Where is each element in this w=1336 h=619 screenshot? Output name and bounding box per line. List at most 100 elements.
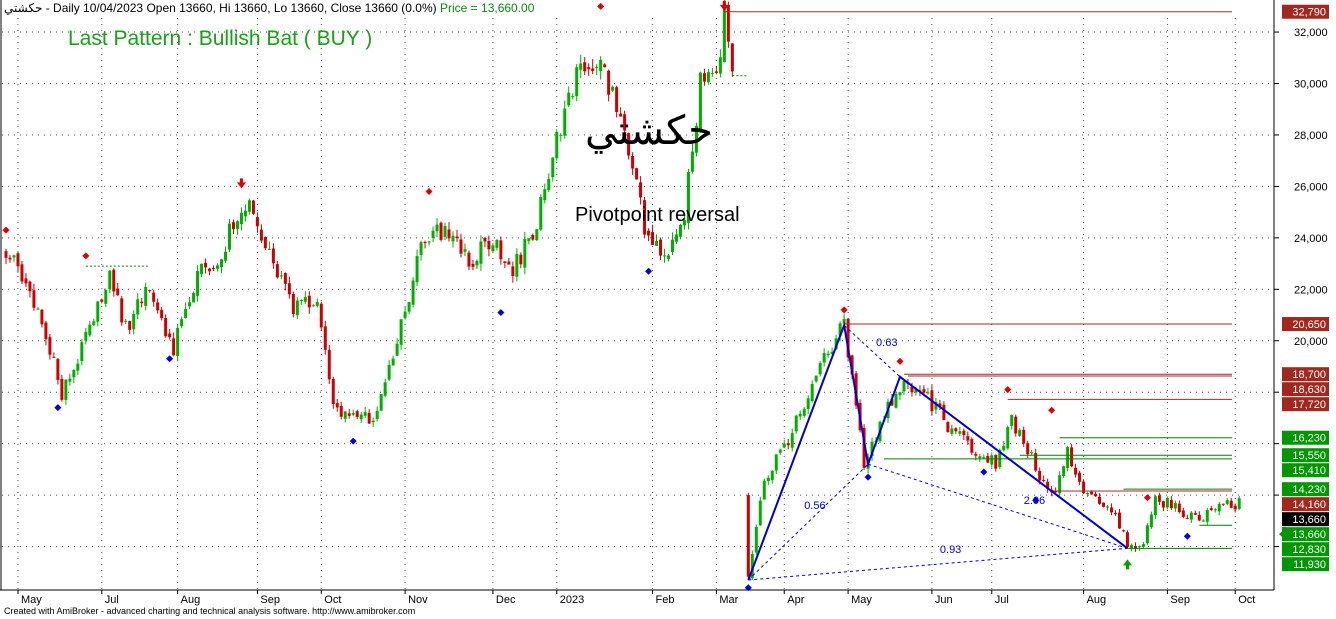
- candle-body: [954, 428, 958, 432]
- candle-body: [583, 62, 587, 72]
- price-label-tag: 13,660: [1282, 512, 1329, 527]
- candle-body: [287, 283, 291, 295]
- candle-body: [68, 378, 72, 382]
- candle-body: [379, 393, 383, 411]
- candle-body: [283, 273, 287, 284]
- candle-body: [1173, 503, 1177, 509]
- price-label-tag: 14,160: [1282, 497, 1329, 512]
- candle: [667, 253, 671, 262]
- candle: [1058, 471, 1062, 497]
- candle: [299, 299, 303, 305]
- candle: [686, 168, 690, 230]
- candle: [307, 291, 311, 314]
- candle-body: [1177, 503, 1181, 513]
- candle: [275, 261, 279, 279]
- x-tick-label: Dec: [496, 594, 516, 606]
- candle-body: [435, 224, 439, 232]
- candle-body: [810, 384, 814, 402]
- candle: [36, 306, 40, 310]
- candle: [778, 448, 782, 456]
- candle-body: [994, 454, 998, 469]
- candle: [68, 373, 72, 386]
- candle: [1165, 496, 1169, 510]
- candle-body: [1102, 502, 1106, 507]
- candle-body: [806, 398, 810, 409]
- candle-body: [355, 411, 359, 417]
- candle: [16, 251, 20, 273]
- price-label-tag: 18,700: [1282, 367, 1329, 382]
- price-label-text: 32,790: [1292, 7, 1326, 19]
- candle-body: [1161, 501, 1165, 508]
- candle-body: [587, 67, 591, 70]
- candle: [782, 439, 786, 449]
- pivot-low-marker: [645, 267, 653, 275]
- candle: [627, 132, 631, 160]
- price-label-text: 13,660: [1292, 514, 1326, 526]
- candle-body: [112, 269, 116, 292]
- candle-body: [247, 200, 251, 212]
- candle-body: [335, 403, 339, 408]
- candle-body: [212, 267, 216, 269]
- candle: [826, 350, 830, 359]
- candle-body: [108, 270, 112, 290]
- candle: [367, 409, 371, 424]
- candle: [1145, 523, 1149, 546]
- candle: [567, 86, 571, 108]
- candle: [463, 243, 467, 257]
- candle-body: [1133, 545, 1137, 549]
- candle-body: [60, 378, 64, 400]
- candle-body: [603, 64, 607, 68]
- candle-body: [311, 305, 315, 307]
- candle: [994, 454, 998, 472]
- candle-body: [635, 168, 639, 180]
- candle-body: [196, 271, 200, 296]
- candle-body: [132, 313, 136, 330]
- chart-header: حكشتي - Daily 10/04/2023 Open 13660, Hi …: [4, 1, 534, 15]
- candle: [954, 427, 958, 434]
- candle-body: [327, 349, 331, 380]
- candle: [208, 267, 212, 276]
- candle: [1173, 500, 1177, 512]
- candle: [507, 258, 511, 265]
- candle: [56, 358, 60, 385]
- candle: [758, 496, 762, 526]
- candle-body: [914, 388, 918, 393]
- candle: [1034, 448, 1038, 472]
- x-tick-label: May: [851, 594, 872, 606]
- candle-body: [778, 449, 782, 453]
- candle-body: [152, 292, 156, 302]
- candle-body: [1189, 512, 1193, 520]
- candle-body: [387, 364, 391, 380]
- candle-body: [267, 248, 271, 250]
- candle-body: [555, 131, 559, 159]
- candle: [387, 360, 391, 382]
- candle-body: [24, 278, 28, 284]
- candle-body: [926, 392, 930, 394]
- candle-body: [758, 500, 762, 526]
- candle: [1205, 507, 1209, 526]
- candle: [982, 454, 986, 459]
- y-tick-label: 20,000: [1294, 336, 1328, 348]
- candle: [694, 122, 698, 157]
- candle: [459, 233, 463, 258]
- candle-body: [1149, 514, 1153, 528]
- x-tick-label: Jul: [105, 594, 119, 606]
- candle-body: [84, 332, 88, 341]
- candle-body: [16, 253, 20, 267]
- candle-body: [850, 355, 854, 375]
- candle: [1189, 510, 1193, 523]
- candle-body: [180, 319, 184, 327]
- candle-body: [714, 71, 718, 73]
- candle-body: [307, 295, 311, 308]
- candle: [259, 224, 263, 244]
- candle-body: [595, 66, 599, 68]
- candle-body: [623, 114, 627, 131]
- candle: [391, 355, 395, 366]
- candle: [499, 236, 503, 265]
- candle: [535, 228, 539, 242]
- candle: [419, 240, 423, 261]
- candle-body: [726, 4, 730, 42]
- candle: [1197, 511, 1201, 522]
- candle-body: [439, 222, 443, 240]
